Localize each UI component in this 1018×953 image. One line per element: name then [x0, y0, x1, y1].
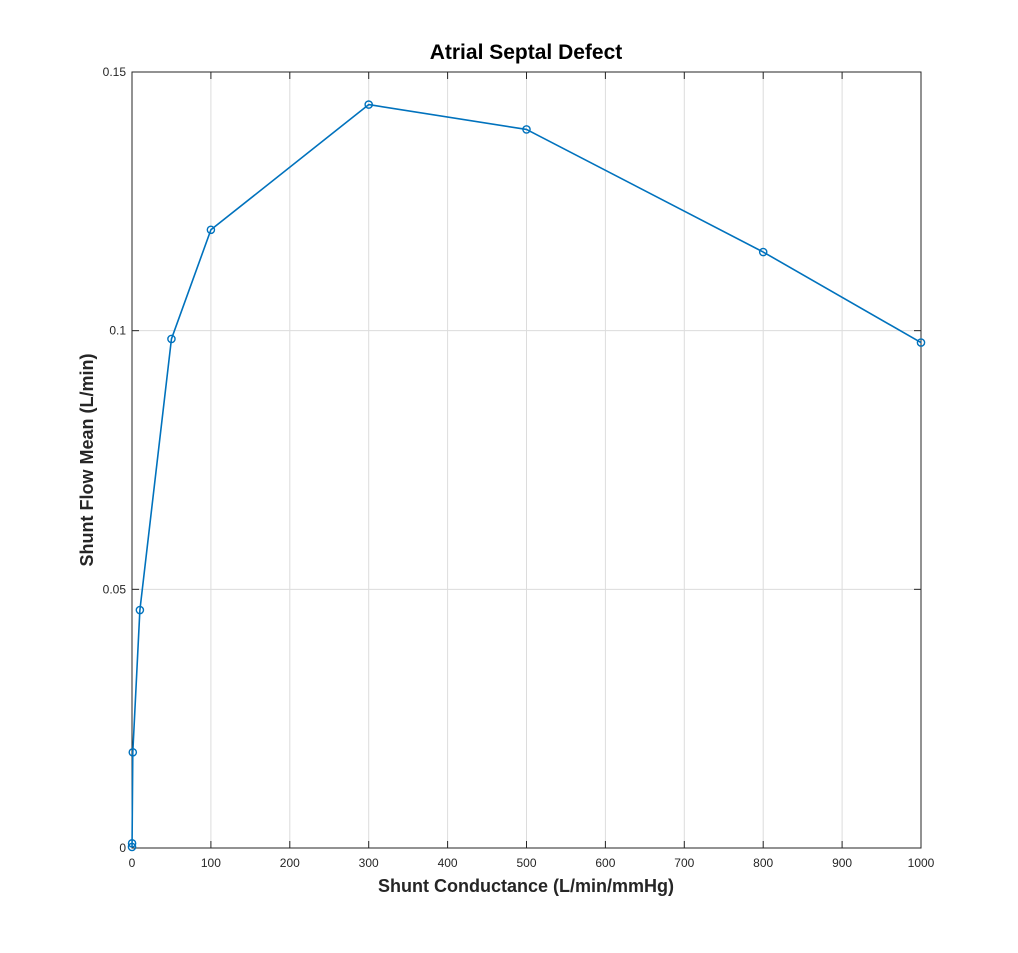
x-tick-label: 100: [201, 856, 221, 870]
x-tick-label: 500: [516, 856, 536, 870]
data-point: [206, 225, 216, 235]
x-tick-label: 400: [438, 856, 458, 870]
series-line: [131, 103, 922, 847]
x-tick-label: 1000: [908, 856, 935, 870]
x-axis-label: Shunt Conductance (L/min/mmHg): [378, 876, 674, 896]
data-point: [522, 125, 531, 134]
chart-title: Atrial Septal Defect: [430, 41, 623, 64]
y-tick-label: 0.05: [103, 582, 127, 596]
x-tick-label: 300: [359, 856, 379, 870]
x-tick-label: 200: [280, 856, 300, 870]
grid: [131, 71, 922, 849]
y-tick-label: 0.1: [109, 324, 126, 338]
x-tick-label: 600: [595, 856, 615, 870]
x-tick-label: 700: [674, 856, 694, 870]
data-point: [167, 334, 176, 344]
x-tick-label: 900: [832, 856, 852, 870]
x-tick-label: 800: [753, 856, 773, 870]
data-point: [758, 247, 768, 257]
x-tick-label: 0: [129, 856, 136, 870]
data-point: [127, 839, 137, 848]
y-tick-label: 0: [119, 841, 126, 855]
series: [127, 100, 926, 852]
data-point: [128, 747, 138, 757]
data-point: [135, 605, 145, 615]
data-point: [916, 338, 926, 347]
y-tick-label: 0.15: [103, 65, 127, 79]
ticks: 0 100 200 300 400 500 600 700 800 900 1000 0 0.05 0.1…: [103, 65, 935, 870]
data-point: [127, 842, 137, 852]
y-axis-label: Shunt Flow Mean (L/min): [77, 354, 97, 567]
data-point: [364, 100, 374, 109]
